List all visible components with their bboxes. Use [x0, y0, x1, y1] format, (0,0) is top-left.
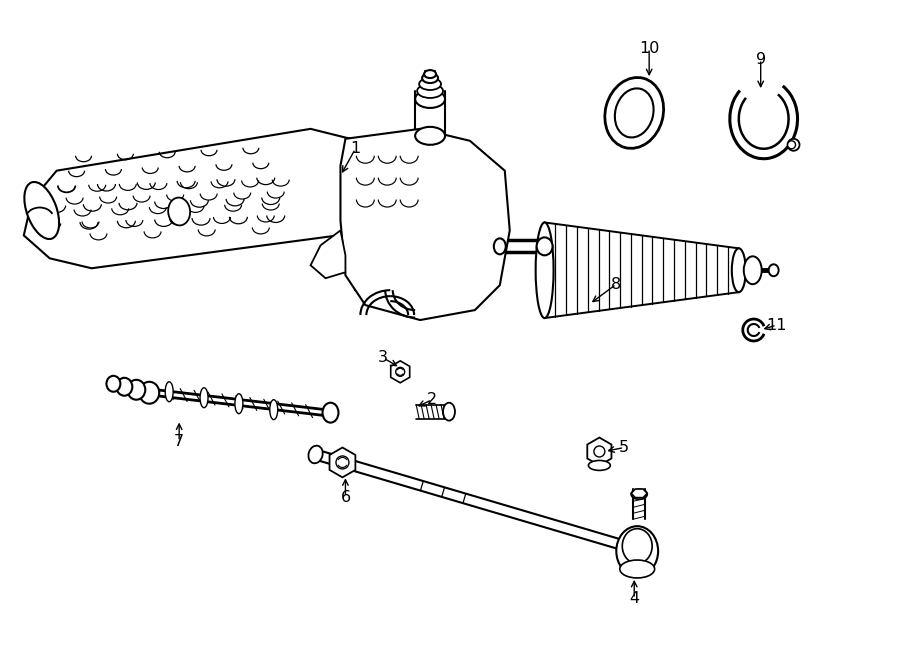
- Ellipse shape: [422, 73, 438, 83]
- Ellipse shape: [620, 560, 654, 578]
- Ellipse shape: [615, 89, 653, 137]
- Ellipse shape: [536, 237, 553, 255]
- Ellipse shape: [396, 368, 405, 376]
- Text: 2: 2: [427, 392, 437, 407]
- Ellipse shape: [743, 256, 761, 284]
- Ellipse shape: [235, 394, 243, 414]
- Ellipse shape: [168, 198, 190, 225]
- Ellipse shape: [443, 403, 455, 420]
- Ellipse shape: [788, 139, 799, 151]
- Ellipse shape: [415, 127, 445, 145]
- Ellipse shape: [270, 400, 278, 420]
- Ellipse shape: [309, 446, 323, 463]
- Ellipse shape: [417, 84, 443, 98]
- Text: 9: 9: [756, 52, 766, 67]
- Ellipse shape: [415, 90, 445, 108]
- Text: 7: 7: [174, 434, 184, 449]
- Ellipse shape: [424, 70, 436, 78]
- Ellipse shape: [140, 382, 159, 404]
- Text: 6: 6: [340, 490, 350, 505]
- Ellipse shape: [116, 378, 132, 396]
- Text: 11: 11: [767, 317, 787, 332]
- Ellipse shape: [24, 182, 59, 239]
- Ellipse shape: [128, 380, 145, 400]
- Ellipse shape: [336, 456, 349, 469]
- Text: 3: 3: [378, 350, 388, 366]
- Polygon shape: [340, 129, 509, 320]
- Polygon shape: [391, 361, 410, 383]
- Polygon shape: [588, 438, 611, 465]
- Ellipse shape: [732, 249, 746, 292]
- Ellipse shape: [200, 388, 208, 408]
- Ellipse shape: [166, 382, 173, 402]
- Polygon shape: [631, 489, 647, 498]
- Polygon shape: [23, 129, 391, 268]
- Polygon shape: [329, 447, 356, 477]
- Ellipse shape: [605, 77, 663, 148]
- Ellipse shape: [769, 264, 778, 276]
- Text: 10: 10: [639, 41, 660, 56]
- Ellipse shape: [631, 489, 647, 499]
- Ellipse shape: [594, 446, 605, 457]
- Ellipse shape: [788, 141, 796, 149]
- Ellipse shape: [106, 376, 121, 392]
- Text: 1: 1: [350, 141, 361, 156]
- Ellipse shape: [536, 223, 554, 318]
- Ellipse shape: [494, 239, 506, 254]
- Ellipse shape: [419, 78, 441, 90]
- Ellipse shape: [589, 461, 610, 471]
- Polygon shape: [310, 231, 346, 278]
- Text: 4: 4: [629, 592, 639, 606]
- Text: 8: 8: [611, 277, 621, 292]
- Ellipse shape: [616, 526, 658, 576]
- Ellipse shape: [322, 403, 338, 422]
- Text: 5: 5: [619, 440, 629, 455]
- Ellipse shape: [622, 529, 652, 564]
